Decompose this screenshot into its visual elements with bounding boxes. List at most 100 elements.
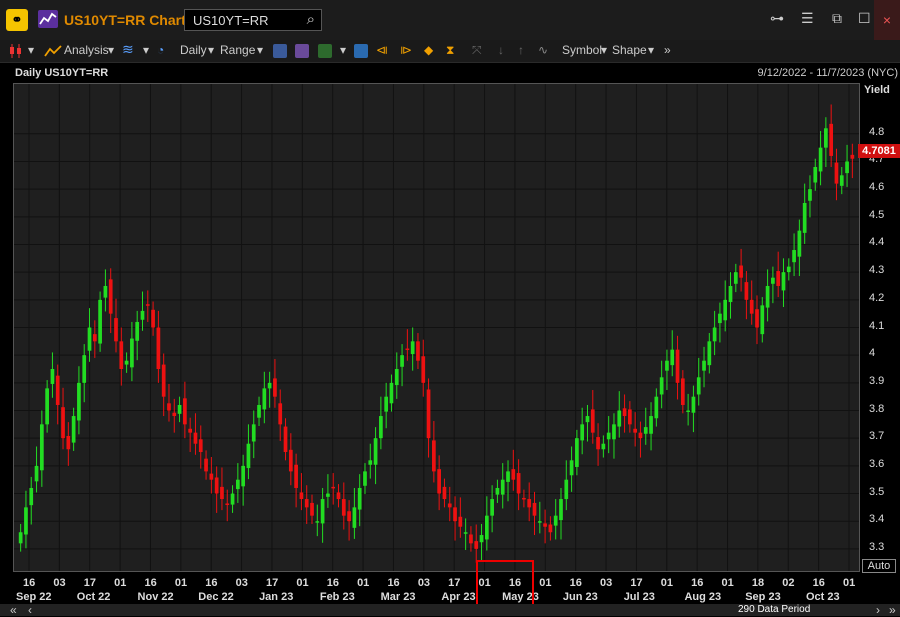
restore-icon[interactable]: ⧉ — [832, 10, 842, 26]
candle[interactable] — [839, 167, 844, 195]
candle[interactable] — [294, 453, 298, 508]
candle[interactable] — [537, 501, 542, 534]
auto-scale-button[interactable]: Auto — [862, 559, 896, 573]
symbol-dropdown-icon[interactable]: ▾ — [601, 43, 608, 57]
candle[interactable] — [347, 500, 351, 541]
candle[interactable] — [728, 272, 733, 319]
candle[interactable] — [824, 117, 828, 168]
candle[interactable] — [421, 339, 426, 397]
candle[interactable] — [447, 486, 452, 522]
candle[interactable] — [696, 357, 701, 406]
candle[interactable] — [580, 407, 585, 455]
candle[interactable] — [257, 396, 261, 427]
candle[interactable] — [283, 418, 288, 461]
more-chevron-icon[interactable]: » — [664, 43, 671, 57]
candle[interactable] — [559, 487, 563, 540]
candle[interactable] — [749, 280, 754, 325]
candle[interactable] — [723, 280, 728, 332]
candle[interactable] — [145, 290, 150, 322]
candle[interactable] — [18, 523, 23, 552]
candle[interactable] — [622, 394, 627, 433]
candle[interactable] — [776, 251, 781, 298]
candle[interactable] — [278, 389, 283, 441]
wave-icon[interactable]: ∿ — [538, 43, 549, 57]
candle[interactable] — [649, 402, 653, 451]
candle[interactable] — [739, 248, 743, 292]
scroll-right-icon[interactable]: ⧐ — [400, 43, 412, 57]
candle[interactable] — [92, 320, 97, 358]
candle[interactable] — [590, 390, 595, 444]
candle[interactable] — [474, 524, 479, 563]
candle[interactable] — [98, 291, 102, 352]
candle[interactable] — [437, 455, 442, 511]
candle[interactable] — [617, 391, 622, 438]
line-style-icon[interactable] — [273, 44, 287, 58]
close-button[interactable]: × — [874, 0, 900, 40]
symbol-search-box[interactable]: US10YT=RR ⌕ — [184, 9, 322, 31]
candle[interactable] — [230, 485, 235, 513]
candle[interactable] — [55, 364, 60, 425]
candle[interactable] — [463, 518, 468, 550]
candle[interactable] — [792, 233, 796, 277]
candle[interactable] — [500, 463, 505, 509]
candle[interactable] — [66, 422, 71, 466]
candle[interactable] — [341, 482, 346, 530]
candle[interactable] — [188, 417, 193, 453]
candle[interactable] — [564, 460, 569, 511]
candle[interactable] — [760, 297, 765, 343]
candle[interactable] — [771, 266, 775, 304]
candle[interactable] — [643, 407, 648, 445]
candle[interactable] — [310, 494, 314, 524]
candle[interactable] — [702, 346, 706, 388]
link-icon[interactable]: ⚭ — [6, 9, 28, 31]
candle[interactable] — [426, 378, 431, 458]
candle[interactable] — [670, 330, 675, 377]
candle[interactable] — [357, 474, 362, 527]
candle[interactable] — [82, 344, 87, 403]
candle[interactable] — [511, 449, 516, 491]
candle[interactable] — [596, 423, 600, 466]
share-icon[interactable]: ⊶ — [770, 10, 784, 26]
candle[interactable] — [506, 460, 510, 502]
range-menu[interactable]: Range — [220, 43, 256, 57]
candle[interactable] — [87, 308, 92, 362]
arrow-up-icon[interactable]: ↑ — [518, 43, 524, 57]
candle[interactable] — [575, 429, 579, 476]
interval-menu[interactable]: Daily — [180, 43, 207, 57]
candle[interactable] — [50, 352, 55, 398]
candle[interactable] — [400, 344, 404, 387]
indicators-dropdown-icon[interactable]: ▾ — [143, 43, 150, 57]
candle[interactable] — [225, 489, 230, 522]
candle[interactable] — [103, 269, 108, 312]
candle[interactable] — [384, 382, 389, 429]
candle[interactable] — [442, 478, 447, 508]
indicators-icon[interactable]: ≋ — [122, 41, 134, 57]
draw-dropdown-icon[interactable]: ▾ — [340, 43, 347, 57]
candle[interactable] — [469, 526, 473, 552]
candle[interactable] — [453, 496, 457, 541]
y-axis[interactable] — [860, 83, 900, 572]
candle[interactable] — [548, 516, 553, 541]
candle[interactable] — [119, 327, 124, 386]
candle[interactable] — [416, 333, 420, 370]
candle[interactable] — [204, 450, 208, 480]
scroll-left-icon[interactable]: ⧏ — [376, 43, 388, 57]
candle[interactable] — [712, 310, 717, 356]
analysis-dropdown-icon[interactable]: ▾ — [108, 43, 115, 57]
candle[interactable] — [262, 371, 267, 424]
candle[interactable] — [797, 219, 802, 277]
candle[interactable] — [612, 413, 616, 459]
candle[interactable] — [755, 295, 759, 345]
candle[interactable] — [193, 413, 198, 455]
candle[interactable] — [135, 310, 140, 361]
candle[interactable] — [167, 383, 171, 422]
scroll-end-icon[interactable]: » — [889, 603, 896, 617]
candle[interactable] — [691, 385, 696, 433]
candle[interactable] — [235, 463, 240, 503]
candle[interactable] — [124, 352, 129, 373]
candle[interactable] — [638, 421, 643, 458]
candle[interactable] — [299, 473, 304, 511]
candle[interactable] — [744, 271, 749, 320]
candle[interactable] — [246, 424, 251, 480]
scroll-forward-icon[interactable]: › — [876, 603, 880, 617]
